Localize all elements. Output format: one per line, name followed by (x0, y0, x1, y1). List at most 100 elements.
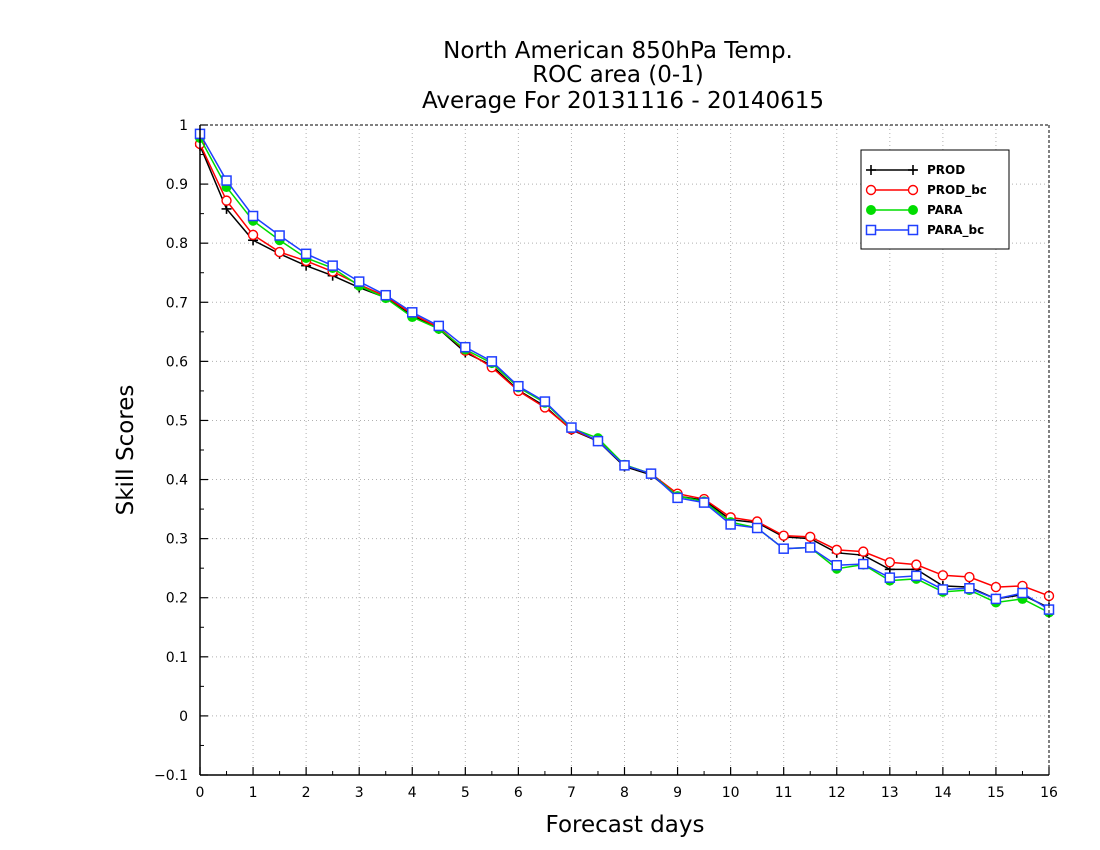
x-tick-label: 0 (196, 785, 205, 801)
x-axis-label: Forecast days (546, 812, 705, 838)
x-tick-label: 16 (1040, 785, 1058, 801)
data-point-prod-bc (911, 559, 922, 570)
x-tick-label: 10 (722, 785, 740, 801)
data-point-para-bc (592, 435, 604, 447)
chart-title-line-1: North American 850hPa Temp. (443, 38, 793, 64)
legend-marker (908, 205, 918, 215)
data-point-para-bc (407, 307, 418, 318)
legend-item-prod-bc: PROD_bc (865, 183, 987, 198)
y-tick-label: 0.3 (166, 532, 188, 548)
data-point-para-bc (964, 583, 975, 594)
legend-marker (866, 205, 876, 215)
legend-marker (866, 165, 876, 175)
data-point-para-bc (300, 248, 312, 260)
data-point-para-bc (937, 584, 949, 595)
data-point-prod-bc (805, 531, 816, 543)
data-point-para-bc (672, 492, 683, 504)
x-tick-label: 5 (461, 785, 470, 801)
data-point-para-bc (380, 289, 391, 301)
data-point-para-bc (1017, 587, 1028, 599)
data-point-prod-bc (884, 557, 896, 568)
y-tick-label: 0.4 (166, 473, 188, 489)
data-point-para-bc (486, 356, 498, 367)
data-point-para-bc (221, 175, 232, 186)
data-point-para-bc (539, 396, 551, 407)
y-tick-label: 0 (179, 709, 188, 725)
grid-layer (200, 125, 1049, 775)
data-point-prod-bc (247, 229, 259, 241)
y-tick-label: 0.6 (166, 354, 188, 370)
x-tick-label: 15 (987, 785, 1005, 801)
legend-item-para: PARA (866, 203, 963, 217)
data-point-para-bc (274, 230, 285, 241)
data-point-para-bc (725, 519, 736, 530)
y-tick-label: −0.1 (154, 768, 188, 784)
legend-label: PARA (927, 203, 963, 217)
data-point-para-bc (804, 542, 816, 553)
data-point-para-bc (911, 570, 922, 582)
y-tick-label: 0.5 (166, 413, 188, 429)
y-tick-label: 0.1 (166, 650, 188, 666)
legend-marker (907, 184, 919, 196)
data-point-para-bc (513, 380, 524, 392)
data-point-para-bc (831, 559, 842, 571)
x-tick-label: 2 (302, 785, 311, 801)
legend-marker (865, 184, 877, 196)
chart-title: North American 850hPa Temp. ROC area (0-… (422, 38, 824, 114)
data-point-para-bc (353, 276, 365, 287)
data-point-prod-bc (964, 571, 975, 583)
data-point-para-bc (778, 543, 789, 554)
data-point-para-bc (433, 320, 445, 332)
data-point-para-bc (884, 572, 896, 583)
legend-marker (908, 165, 918, 175)
data-point-prod-bc (937, 570, 949, 581)
x-tick-label: 8 (620, 785, 629, 801)
data-point-para-bc (751, 522, 763, 534)
data-point-prod-bc (990, 581, 1002, 593)
x-tick-label: 3 (355, 785, 364, 801)
legend-marker (865, 224, 877, 236)
x-tick-label: 14 (934, 785, 952, 801)
legend: PROD PROD_bc PARA PARA_bc (860, 149, 1010, 250)
ticks-layer: 0 1 2 3 4 5 6 7 8 9 10 11 12 13 14 15 16−0.100.10.20.30.… (154, 118, 1058, 801)
data-point-prod-bc (858, 546, 869, 557)
data-point-prod-bc (778, 530, 789, 541)
data-point-para-bc (327, 260, 338, 271)
legend-box (860, 149, 1010, 250)
legend-marker (907, 224, 919, 236)
y-tick-label: 0.9 (166, 177, 188, 193)
data-point-prod-bc (274, 246, 285, 258)
y-tick-label: 0.2 (166, 591, 188, 607)
legend-item-para-bc: PARA_bc (865, 223, 984, 238)
y-axis-label: Skill Scores (113, 385, 139, 516)
series-para-bc (194, 128, 1055, 615)
data-point-para-bc (990, 593, 1002, 605)
x-tick-label: 6 (514, 785, 523, 801)
y-tick-label: 0.7 (166, 295, 188, 311)
data-point-para-bc (247, 210, 259, 222)
x-tick-label: 7 (567, 785, 576, 801)
x-tick-label: 4 (408, 785, 417, 801)
series-layer (194, 128, 1055, 618)
y-tick-label: 1 (179, 118, 188, 134)
legend-label: PARA_bc (927, 223, 984, 238)
data-point-para-bc (619, 460, 630, 471)
x-tick-label: 12 (828, 785, 846, 801)
x-tick-label: 9 (673, 785, 682, 801)
data-point-prod-bc (831, 544, 842, 556)
legend-label: PROD_bc (927, 183, 987, 198)
chart-title-line-3: Average For 20131116 - 20140615 (422, 88, 824, 114)
y-tick-label: 0.8 (166, 236, 188, 252)
x-tick-label: 13 (881, 785, 899, 801)
legend-item-prod: PROD (866, 163, 965, 177)
data-point-para-bc (645, 468, 657, 479)
data-point-para-bc (566, 422, 577, 433)
x-tick-label: 11 (775, 785, 793, 801)
chart-title-line-2: ROC area (0-1) (532, 62, 704, 88)
data-point-para-bc (858, 558, 869, 570)
data-point-para-bc (460, 341, 471, 353)
data-point-prod-bc (221, 195, 232, 206)
data-point-para-bc (698, 497, 710, 508)
